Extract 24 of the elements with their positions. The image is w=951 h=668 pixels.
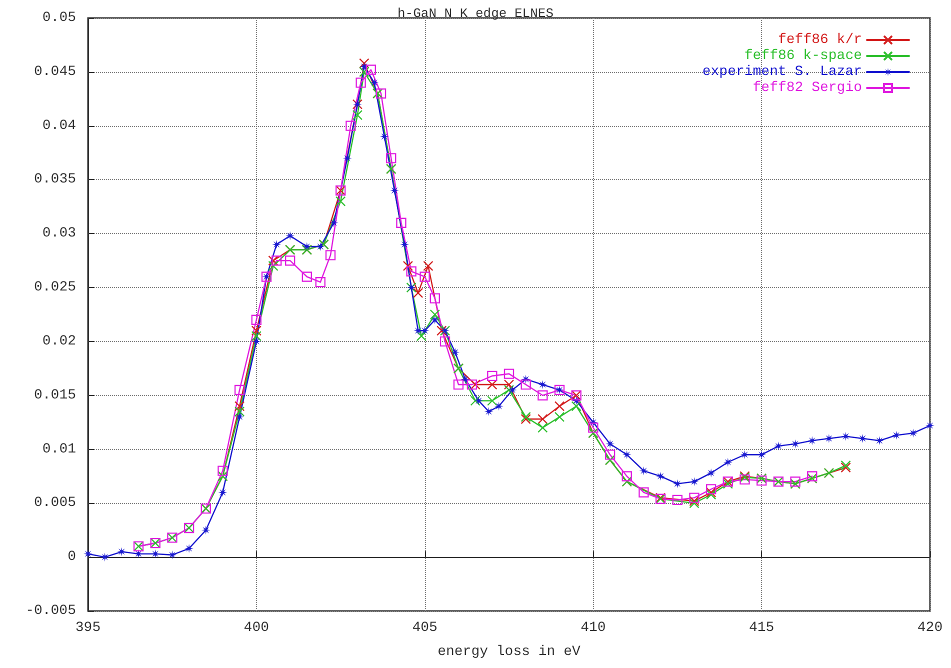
chart-title: h-GaN N K edge ELNES <box>397 6 554 21</box>
y-tick-label: 0.035 <box>34 172 76 188</box>
x-tick-label: 405 <box>412 620 438 636</box>
legend-label: feff82 Sergio <box>752 80 862 96</box>
y-tick-label: 0.015 <box>34 387 76 404</box>
x-tick-label: 395 <box>75 620 101 636</box>
x-tick-label: 410 <box>580 620 606 636</box>
x-tick-label: 400 <box>244 620 270 636</box>
y-tick-label: 0.045 <box>34 64 76 80</box>
y-tick-label: 0.03 <box>42 226 76 242</box>
legend-label: feff86 k/r <box>778 32 862 48</box>
y-tick-label: 0.05 <box>42 10 76 26</box>
y-tick-label: 0.005 <box>34 495 76 512</box>
y-tick-label: 0.01 <box>42 441 76 458</box>
y-tick-label: 0.02 <box>42 333 76 350</box>
x-axis-title: energy loss in eV <box>438 644 582 660</box>
x-tick-label: 420 <box>917 620 943 636</box>
y-tick-label: 0.025 <box>34 280 76 296</box>
y-tick-label: 0.04 <box>42 118 76 134</box>
legend-label: experiment S. Lazar <box>702 64 862 80</box>
x-tick-label: 415 <box>748 620 774 636</box>
y-tick-label: 0 <box>68 549 76 566</box>
y-tick-label: -0.005 <box>26 603 76 619</box>
legend-label: feff86 k-space <box>744 48 862 64</box>
